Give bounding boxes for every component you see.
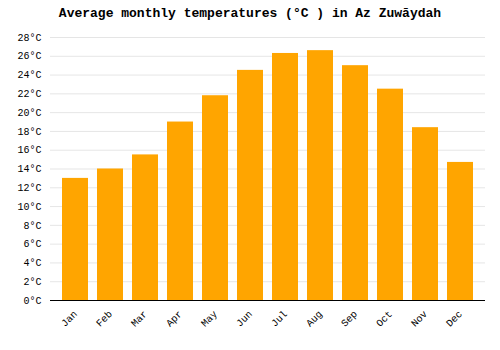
svg-text:18°C: 18°C: [17, 127, 41, 138]
svg-text:Oct: Oct: [374, 309, 395, 330]
svg-text:Nov: Nov: [409, 309, 430, 330]
svg-text:24°C: 24°C: [17, 70, 41, 81]
svg-text:Sep: Sep: [339, 309, 360, 330]
svg-text:Jul: Jul: [269, 309, 290, 330]
svg-text:28°C: 28°C: [17, 33, 41, 44]
svg-text:Aug: Aug: [304, 309, 325, 330]
svg-text:0°C: 0°C: [23, 296, 41, 307]
svg-text:Mar: Mar: [129, 309, 150, 330]
svg-text:16°C: 16°C: [17, 145, 41, 156]
svg-text:22°C: 22°C: [17, 89, 41, 100]
html-text:Average monthly temperatures (: Average monthly temperatures (°C ) in Az…: [58, 6, 442, 21]
svg-text:10°C: 10°C: [17, 202, 41, 213]
svg-text:Feb: Feb: [94, 309, 115, 330]
svg-text:2°C: 2°C: [23, 277, 41, 288]
svg-text:20°C: 20°C: [17, 108, 41, 119]
svg-text:14°C: 14°C: [17, 164, 41, 175]
svg-text:4°C: 4°C: [23, 258, 41, 269]
svg-text:12°C: 12°C: [17, 183, 41, 194]
svg-text:Jun: Jun: [234, 309, 255, 330]
svg-text:May: May: [199, 309, 220, 330]
svg-text:Apr: Apr: [164, 309, 185, 330]
svg-text:26°C: 26°C: [17, 51, 41, 62]
svg-text:8°C: 8°C: [23, 221, 41, 232]
svg-text:Dec: Dec: [444, 309, 465, 330]
svg-text:Jan: Jan: [59, 309, 80, 330]
svg-text:6°C: 6°C: [23, 239, 41, 250]
